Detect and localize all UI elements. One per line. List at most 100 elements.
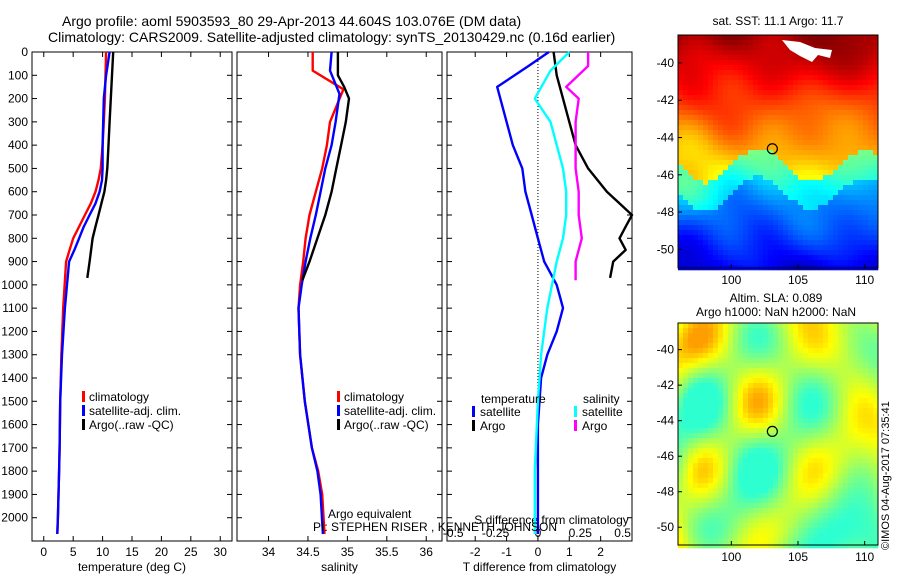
temperature-xtick-label: 30 [214,545,228,559]
depth-tick-label: 1500 [1,394,28,408]
legend-swatch [574,420,577,431]
sst-map-ytick-label: -42 [657,93,675,107]
salinity-xtick-label: 34.5 [296,545,320,559]
sst-map-xtick-label: 105 [788,273,808,287]
depth-tick-label: 700 [8,208,28,222]
legend-title-temperature: temperature [481,392,546,406]
depth-tick-label: 100 [8,68,28,82]
depth-tick-label: 2000 [1,511,28,525]
difference-xtick-label: 0 [535,545,542,559]
sst-map-field [678,35,879,271]
legend-label: climatology [89,390,149,404]
legend-swatch [574,406,577,417]
salinity-xtick-label: 35.5 [375,545,399,559]
depth-tick-label: 200 [8,92,28,106]
depth-tick-label: 1300 [1,348,28,362]
temperature-xtick-label: 0 [40,545,47,559]
sst-map-ytick-label: -50 [657,242,675,256]
depth-tick-label: 1400 [1,371,28,385]
sdiff-tick-label: -0.25 [482,526,510,540]
title-line-2: Climatology: CARS2009. Satellite-adjuste… [48,29,616,45]
sst-map-ytick-label: -44 [657,131,675,145]
difference-panel-frame [446,51,633,542]
sla-map-title-2: Argo h1000: NaN h2000: NaN [696,305,856,319]
sla-map-ytick-label: -40 [657,343,675,357]
title-line-1: Argo profile: aoml 5903593_80 29-Apr-201… [62,13,522,29]
temperature-panel-frame [31,51,233,542]
legend-title-salinity: salinity [583,392,620,406]
sla-map-ytick-label: -48 [657,485,675,499]
legend-swatch [337,419,340,430]
temperature-xtick-label: 5 [70,545,77,559]
legend-label: satellite-adj. clim. [344,404,436,418]
sst-map-ytick-label: -46 [657,168,675,182]
salinity-xtick-label: 35 [341,545,355,559]
depth-tick-label: 600 [8,185,28,199]
depth-tick-label: 0 [21,45,28,59]
sdiff-tick-label: 0.25 [569,526,593,540]
difference-xtick-label: 2 [597,545,604,559]
legend-label: Argo(..raw -QC) [89,418,174,432]
difference-xtick-label: -2 [470,545,481,559]
legend-swatch [82,419,85,430]
legend-label: satellite-adj. clim. [89,404,181,418]
legend-label: climatology [344,390,404,404]
sla-map-ytick-label: -50 [657,520,675,534]
temperature-xtick-label: 10 [96,545,110,559]
legend-label: satellite [480,405,521,419]
depth-tick-label: 900 [8,255,28,269]
sla-map-title-1: Altim. SLA: 0.089 [730,291,823,305]
depth-tick-label: 1000 [1,278,28,292]
salinity-xlabel: salinity [321,560,358,574]
temperature-series-satellite-adj-clim- [56,51,111,535]
temperature-xtick-label: 25 [184,545,198,559]
legend-swatch [337,391,340,402]
sla-map-xtick-label: 100 [721,550,741,564]
argo-equivalent-note: Argo equivalent [328,507,412,521]
sst-map-frame [677,34,879,269]
legend-swatch [337,405,340,416]
salinity-series-argo-raw-qc- [301,52,351,281]
depth-tick-label: 1900 [1,487,28,501]
sla-map-field [678,323,879,549]
sla-map-argo-position-marker [766,425,778,438]
legend-swatch [82,405,85,416]
cloud-mask-patch [782,40,832,62]
difference-xlabel: T difference from climatology [463,560,617,574]
depth-tick-label: 1600 [1,418,28,432]
sla-map-frame [677,322,879,546]
legend-label: Argo [582,419,608,433]
depth-tick-label: 1100 [2,301,28,315]
depth-tick-label: 1700 [1,441,28,455]
depth-tick-label: 500 [8,161,28,175]
depth-tick-label: 300 [8,115,28,129]
legend-swatch [472,406,475,417]
legend-swatch [82,391,85,402]
sla-map-xtick-label: 110 [855,550,874,564]
legend-label: Argo(..raw -QC) [344,418,429,432]
sst-map-title: sat. SST: 11.1 Argo: 11.7 [713,14,844,28]
difference-series-satellite [496,51,565,534]
sst-map-ytick-label: -48 [657,205,675,219]
sst-map-argo-position-marker [766,143,778,155]
temperature-xtick-label: 15 [125,545,139,559]
salinity-panel-frame [236,51,443,542]
sla-map-xtick-label: 105 [788,550,808,564]
difference-series-argo [565,52,590,281]
sdiff-tick-label: -0.5 [443,526,464,540]
difference-series-argo [552,51,634,279]
salinity-xtick-label: 36 [420,545,434,559]
sla-map-ytick-label: -44 [657,414,675,428]
depth-tick-label: 1800 [1,464,28,478]
pi-names-note: PI: STEPHEN RISER , KENNETH JOHNSON [313,520,557,534]
salinity-xtick-label: 34 [262,545,276,559]
sla-map-ytick-label: -42 [657,378,675,392]
legend-swatch [472,420,475,431]
difference-xtick-label: -1 [501,545,512,559]
difference-series-satellite [533,51,571,534]
salinity-series-climatology [297,52,345,535]
sla-map-ytick-label: -46 [657,449,675,463]
salinity-series-satellite-adj-clim- [297,51,341,535]
temperature-xtick-label: 20 [155,545,169,559]
legend-label: satellite [582,405,623,419]
